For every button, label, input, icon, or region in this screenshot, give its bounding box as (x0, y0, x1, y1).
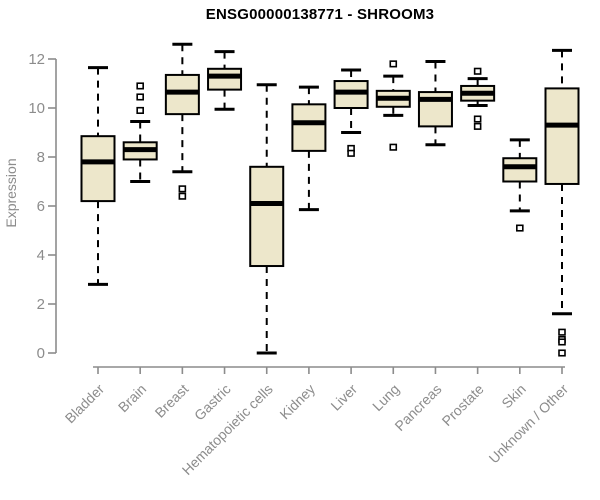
iqr-box (207, 67, 243, 91)
x-axis-label-pancreas: Pancreas (391, 381, 444, 434)
outlier-point (136, 106, 144, 114)
iqr-box (544, 87, 580, 185)
y-axis-tick-label: 6 (37, 198, 45, 215)
boxplot-brain (122, 82, 158, 183)
x-axis-label-kidney: Kidney (276, 381, 318, 423)
y-axis-tick-label: 8 (37, 149, 45, 166)
iqr-box (80, 135, 116, 203)
boxplot-prostate (460, 67, 496, 130)
boxplot-pancreas (417, 59, 453, 147)
outlier-point (178, 192, 187, 200)
outlier-point (516, 224, 524, 232)
y-axis-tick-label: 4 (37, 247, 45, 264)
boxplot-hematopoietic-cells (249, 83, 285, 355)
outlier-point (558, 328, 566, 336)
x-axis-label-liver: Liver (327, 381, 360, 414)
boxplot-liver (333, 68, 369, 157)
outlier-point (389, 143, 398, 151)
x-axis-label-brain: Brain (115, 381, 149, 415)
x-axis-label-prostate: Prostate (439, 381, 487, 429)
outlier-point (558, 338, 566, 346)
iqr-box (291, 103, 327, 152)
boxplot-kidney (291, 85, 327, 212)
boxplot-lung (375, 60, 411, 151)
y-axis-tick-label: 10 (28, 100, 45, 117)
outlier-point (473, 115, 482, 123)
iqr-box (502, 157, 538, 183)
boxplot-skin (502, 138, 538, 232)
y-axis-tick-label: 2 (37, 296, 45, 313)
outlier-point (136, 93, 144, 101)
x-axis-label-bladder: Bladder (62, 381, 108, 427)
x-axis-label-lung: Lung (369, 381, 402, 414)
x-axis-label-unknown-other: Unknown / Other (486, 381, 572, 467)
boxplot-bladder (80, 66, 116, 286)
outlier-point (136, 82, 144, 90)
y-axis-tick-label: 0 (37, 345, 45, 362)
x-axis-label-skin: Skin (498, 381, 529, 412)
iqr-box (249, 165, 285, 268)
boxplot-gastric (207, 50, 243, 111)
boxplot-unknown-other (544, 48, 580, 357)
outlier-point (473, 67, 482, 75)
y-axis-tick-label: 12 (28, 51, 45, 68)
x-axis-label-breast: Breast (152, 381, 192, 421)
outlier-point (558, 349, 566, 357)
chart-title: ENSG00000138771 - SHROOM3 (205, 6, 435, 23)
outlier-point (178, 185, 187, 193)
boxplot-breast (164, 42, 200, 200)
outlier-point (389, 60, 398, 68)
outlier-point (473, 122, 482, 130)
outlier-point (347, 149, 355, 157)
